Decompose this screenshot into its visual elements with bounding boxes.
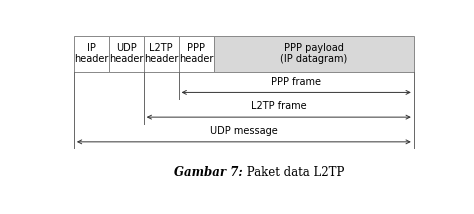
Text: PPP payload
(IP datagram): PPP payload (IP datagram) xyxy=(280,43,347,64)
FancyBboxPatch shape xyxy=(179,36,213,72)
Text: L2TP frame: L2TP frame xyxy=(251,101,307,111)
Text: PPP frame: PPP frame xyxy=(271,77,321,87)
Text: UDP message: UDP message xyxy=(210,126,278,136)
FancyBboxPatch shape xyxy=(109,36,144,72)
Text: IP
header: IP header xyxy=(74,43,109,64)
FancyBboxPatch shape xyxy=(213,36,414,72)
Text: Gambar 7:: Gambar 7: xyxy=(174,166,243,179)
Text: L2TP
header: L2TP header xyxy=(144,43,178,64)
Text: PPP
header: PPP header xyxy=(179,43,213,64)
Text: UDP
header: UDP header xyxy=(109,43,144,64)
FancyBboxPatch shape xyxy=(74,36,109,72)
FancyBboxPatch shape xyxy=(144,36,179,72)
Text: Paket data L2TP: Paket data L2TP xyxy=(243,166,344,179)
